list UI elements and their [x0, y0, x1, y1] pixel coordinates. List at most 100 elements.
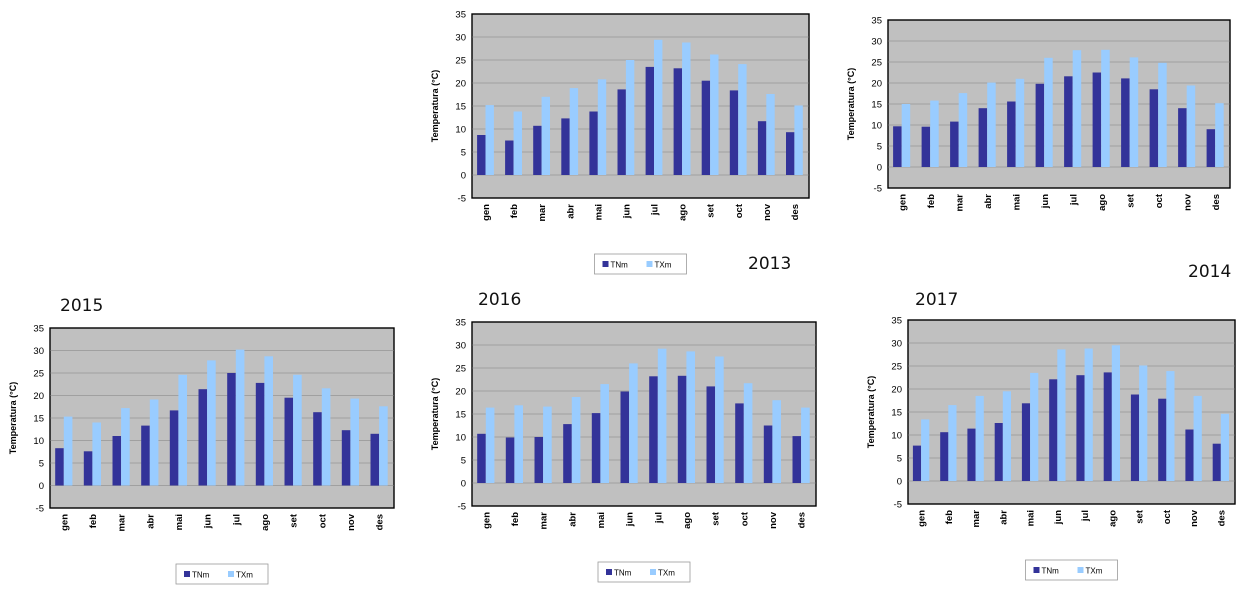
bar-tnm-oct: [313, 412, 322, 486]
bar-tnm-abr: [994, 423, 1003, 481]
bar-tnm-feb: [83, 451, 93, 486]
year-label-2013: 2013: [748, 254, 792, 274]
legend: [175, 563, 269, 585]
x-tick-label: gen: [481, 512, 492, 529]
y-tick-label: -5: [874, 184, 882, 195]
bar-tnm-des: [792, 436, 802, 483]
bar-txm-des: [801, 407, 810, 483]
x-tick-label: des: [1216, 510, 1227, 526]
x-tick-label: nov: [762, 203, 773, 221]
bar-tnm-jun: [617, 89, 626, 175]
bar-txm-feb: [92, 422, 101, 486]
x-tick-label: mai: [174, 514, 185, 530]
bar-txm-ago: [264, 356, 273, 486]
x-tick-label: oct: [734, 203, 745, 218]
x-tick-label: set: [289, 513, 300, 528]
y-axis-label: Temperatura (°C): [430, 70, 440, 142]
bar-tnm-mai: [589, 111, 598, 175]
x-tick-label: mar: [539, 512, 550, 530]
bar-txm-oct: [1166, 371, 1175, 481]
y-axis-label: Temperatura (°C): [846, 68, 856, 140]
bar-txm-mai: [1015, 78, 1025, 167]
bar-txm-jun: [1057, 349, 1066, 481]
y-tick-label: 20: [871, 79, 882, 90]
bar-tnm-mai: [1007, 101, 1016, 167]
bar-tnm-set: [1121, 78, 1130, 167]
x-tick-label: feb: [926, 194, 937, 208]
bar-tnm-jun: [198, 389, 208, 486]
bar-tnm-oct: [1158, 398, 1167, 481]
x-tick-label: oct: [1154, 193, 1165, 208]
bar-txm-jun: [1044, 57, 1053, 167]
bar-tnm-nov: [1178, 108, 1187, 167]
legend-label-tnm: TNm: [611, 261, 629, 270]
chart-2016: -5 0 5 10 15 20 25 30 35 gen feb mar abr mai jun jul ago…: [422, 316, 824, 588]
y-tick-label: 0: [39, 481, 44, 492]
bar-tnm-oct: [735, 403, 744, 483]
x-tick-label: mar: [954, 194, 965, 212]
bar-tnm-mar: [533, 125, 542, 175]
x-tick-label: abr: [983, 194, 994, 209]
bar-tnm-gen: [477, 135, 486, 175]
bar-tnm-jul: [649, 376, 658, 483]
bar-txm-des: [1215, 103, 1224, 167]
bar-tnm-nov: [341, 430, 351, 486]
chart-2013: -5 0 5 10 15 20 25 30 35 gen feb mar abr mai jun jul ago…: [422, 8, 817, 280]
x-tick-label: abr: [998, 510, 1009, 525]
chart-2017: -5 0 5 10 15 20 25 30 35 gen feb mar abr mai jun jul ago…: [858, 314, 1243, 586]
legend-label-txm: TXm: [236, 571, 253, 580]
y-tick-label: 15: [455, 410, 466, 421]
bar-txm-jun: [629, 363, 638, 483]
y-tick-label: 30: [33, 346, 44, 357]
legend-swatch-tnm: [1033, 567, 1040, 573]
chart-svg: -5 0 5 10 15 20 25 30 35 gen feb mar abr mai jun jul ago…: [866, 316, 1236, 581]
legend-label-tnm: TNm: [1042, 567, 1060, 576]
y-tick-label: 0: [877, 163, 882, 174]
x-tick-label: des: [375, 514, 386, 530]
y-tick-label: 5: [877, 142, 882, 153]
bar-txm-mar: [121, 408, 130, 486]
bar-txm-jul: [657, 348, 667, 483]
bar-tnm-gen: [893, 126, 902, 167]
bar-txm-jun: [207, 360, 216, 486]
bar-txm-des: [1220, 413, 1229, 481]
x-tick-label: abr: [145, 514, 156, 529]
x-tick-label: jun: [621, 204, 632, 219]
y-tick-label: 25: [455, 364, 466, 375]
bar-tnm-nov: [763, 425, 773, 483]
bar-txm-jul: [1072, 50, 1082, 168]
bar-txm-ago: [1111, 345, 1120, 481]
x-tick-label: gen: [917, 510, 928, 527]
x-tick-label: set: [1135, 509, 1146, 524]
legend-swatch-txm: [646, 261, 653, 267]
x-tick-label: des: [790, 204, 801, 220]
bar-tnm-ago: [1092, 72, 1102, 167]
bar-tnm-mar: [950, 121, 959, 167]
bar-txm-set: [1129, 57, 1139, 167]
bar-txm-set: [715, 356, 724, 483]
bar-tnm-set: [1130, 394, 1140, 481]
x-tick-label: set: [711, 511, 722, 526]
bar-tnm-mar: [534, 437, 544, 483]
x-tick-label: jul: [653, 512, 664, 524]
x-tick-label: ago: [678, 204, 689, 221]
chart-svg: -5 0 5 10 15 20 25 30 35 gen feb mar abr mai jun jul ago…: [430, 318, 817, 583]
x-tick-label: oct: [317, 513, 328, 528]
bar-txm-feb: [513, 111, 522, 175]
bar-txm-gen: [485, 105, 494, 175]
y-tick-label: 5: [39, 459, 44, 470]
bar-txm-mai: [1030, 372, 1039, 481]
x-tick-label: jul: [1080, 510, 1091, 522]
legend-label-txm: TXm: [658, 569, 675, 578]
bar-txm-jul: [235, 349, 245, 486]
bar-txm-oct: [743, 383, 753, 483]
bar-tnm-mai: [1021, 403, 1031, 481]
y-tick-label: 30: [891, 339, 902, 350]
x-tick-label: ago: [260, 514, 271, 531]
y-tick-label: 5: [897, 454, 902, 465]
y-tick-label: 35: [455, 318, 466, 329]
y-tick-label: 25: [33, 369, 44, 380]
y-tick-label: -5: [458, 194, 466, 205]
bar-txm-mar: [958, 93, 968, 167]
x-tick-label: mai: [1011, 194, 1022, 210]
